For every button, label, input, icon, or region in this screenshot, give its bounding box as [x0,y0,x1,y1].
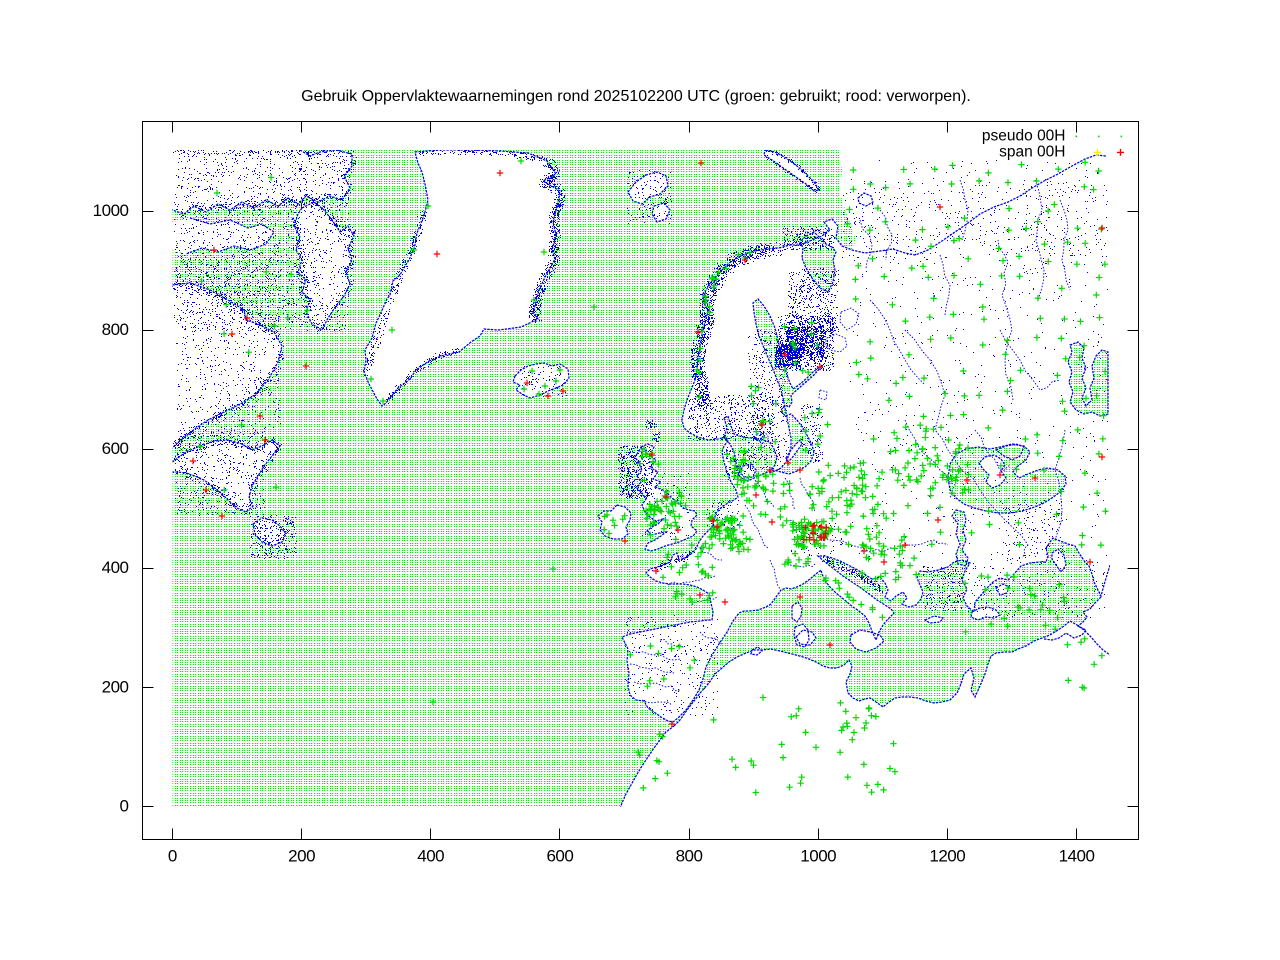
svg-text:800: 800 [676,846,703,865]
svg-text:200: 200 [102,677,129,696]
svg-text:800: 800 [102,320,129,339]
svg-text:400: 400 [102,558,129,577]
svg-text:1000: 1000 [800,846,836,865]
svg-text:0: 0 [168,846,177,865]
svg-text:400: 400 [417,846,444,865]
svg-text:200: 200 [288,846,315,865]
svg-text:600: 600 [546,846,573,865]
svg-text:Gebruik Oppervlaktewaarneminge: Gebruik Oppervlaktewaarnemingen rond 202… [301,88,971,105]
svg-text:0: 0 [120,796,129,815]
svg-text:span 00H: span 00H [999,144,1065,161]
svg-text:pseudo 00H: pseudo 00H [982,128,1066,145]
svg-text:1400: 1400 [1059,846,1095,865]
svg-text:1200: 1200 [929,846,965,865]
svg-text:600: 600 [102,439,129,458]
svg-text:1000: 1000 [93,201,129,220]
